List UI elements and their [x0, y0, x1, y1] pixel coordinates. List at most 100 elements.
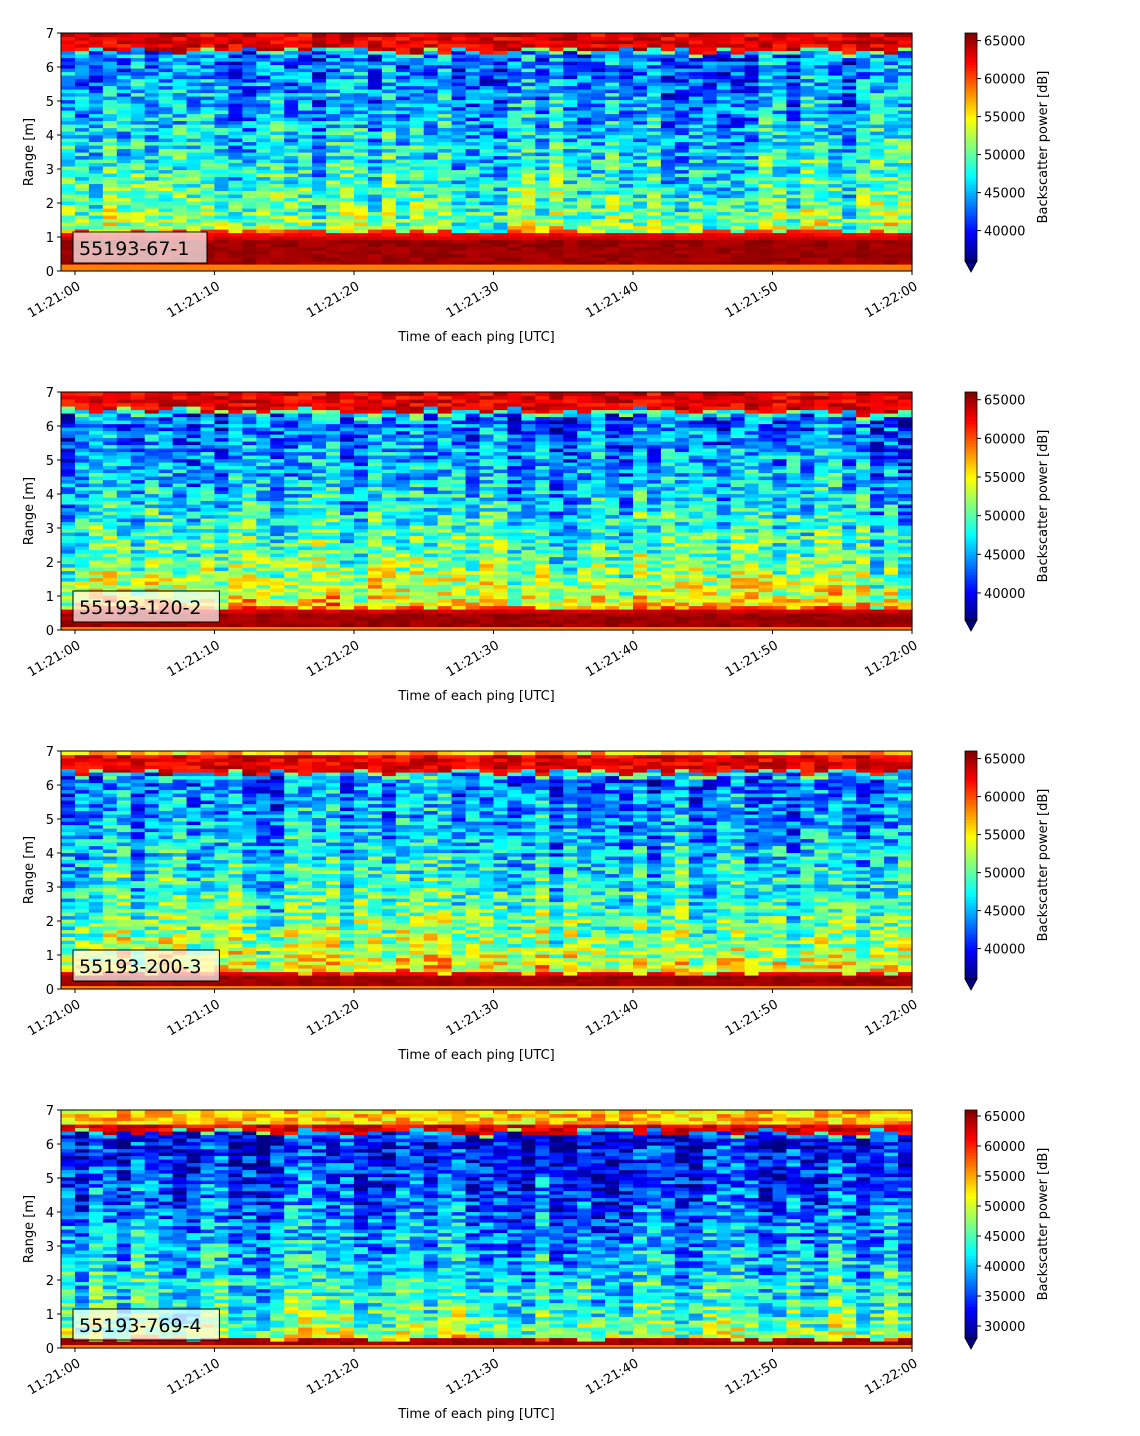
heatmap-cell [116, 476, 132, 481]
heatmap-cell [507, 183, 522, 188]
heatmap-cell [88, 553, 104, 558]
heatmap-cell [186, 92, 202, 97]
colorbar-segment [965, 144, 977, 148]
heatmap-cell [186, 427, 202, 432]
heatmap-cell [61, 497, 76, 502]
heatmap-cell [591, 127, 606, 132]
heatmap-cell [535, 57, 550, 62]
heatmap-cell [688, 75, 704, 80]
heatmap-cell [102, 567, 118, 572]
heatmap-cell [591, 166, 606, 171]
heatmap-cell [465, 159, 481, 164]
heatmap-cell [507, 194, 522, 199]
heatmap-cell [298, 120, 313, 125]
heatmap-cell [730, 75, 746, 80]
heatmap-cell [214, 183, 230, 188]
heatmap-cell [786, 138, 801, 143]
heatmap-cell [228, 187, 243, 192]
heatmap-cell [395, 215, 411, 220]
heatmap-cell [116, 131, 132, 136]
heatmap-cell [800, 250, 815, 255]
heatmap-cell [842, 47, 857, 52]
heatmap-cell [228, 267, 243, 272]
heatmap-cell [800, 124, 815, 129]
heatmap-cell [577, 99, 592, 104]
heatmap-cell [88, 521, 104, 526]
heatmap-cell [591, 138, 606, 143]
heatmap-cell [730, 110, 746, 115]
heatmap-cell [74, 225, 90, 230]
heatmap-cell [535, 36, 550, 41]
heatmap-cell [744, 89, 760, 94]
heatmap-cell [465, 99, 481, 104]
heatmap-cell [619, 47, 634, 52]
heatmap-cell [158, 451, 174, 456]
heatmap-cell [688, 106, 704, 111]
heatmap-cell [88, 131, 104, 136]
heatmap-cell [395, 89, 411, 94]
heatmap-cell [660, 82, 676, 87]
heatmap-cell [437, 61, 453, 66]
heatmap-cell [144, 521, 160, 526]
heatmap-cell [88, 549, 104, 554]
heatmap-cell [312, 127, 327, 132]
heatmap-cell [186, 197, 202, 202]
heatmap-cell [200, 166, 216, 171]
heatmap-cell [423, 257, 439, 262]
heatmap-cell [326, 113, 341, 118]
heatmap-cell [326, 110, 341, 115]
heatmap-cell [577, 169, 592, 174]
heatmap-cell [493, 257, 509, 262]
heatmap-cell [270, 89, 285, 94]
heatmap-cell [144, 455, 160, 460]
heatmap-cell [619, 232, 634, 237]
heatmap-cell [88, 511, 104, 516]
heatmap-cell [563, 33, 578, 38]
heatmap-cell [144, 581, 160, 586]
heatmap-cell [381, 229, 397, 234]
heatmap-cell [395, 50, 411, 55]
heatmap-cell [660, 47, 676, 52]
heatmap-cell [730, 124, 746, 129]
heatmap-cell [521, 134, 536, 139]
heatmap-cell [563, 229, 578, 234]
heatmap-cell [214, 180, 230, 185]
heatmap-cell [298, 124, 313, 129]
heatmap-cell [367, 173, 383, 178]
heatmap-cell [577, 33, 592, 38]
heatmap-cell [74, 218, 90, 223]
heatmap-cell [730, 50, 746, 55]
heatmap-cell [298, 152, 313, 157]
heatmap-cell [74, 584, 90, 589]
heatmap-cell [409, 201, 425, 206]
heatmap-cell [674, 260, 690, 265]
heatmap-cell [284, 131, 299, 136]
heatmap-cell [214, 176, 230, 181]
heatmap-cell [660, 36, 676, 41]
heatmap-cell [563, 166, 578, 171]
heatmap-cell [144, 225, 160, 230]
heatmap-cell [479, 110, 495, 115]
heatmap-cell [409, 78, 425, 83]
heatmap-cell [856, 110, 871, 115]
heatmap-cell [409, 124, 425, 129]
heatmap-cell [451, 225, 467, 230]
heatmap-cell [479, 260, 495, 265]
heatmap-cell [507, 131, 522, 136]
heatmap-cell [646, 47, 662, 52]
heatmap-cell [730, 194, 746, 199]
heatmap-cell [563, 96, 578, 101]
heatmap-cell [814, 159, 829, 164]
heatmap-cell [563, 169, 578, 174]
heatmap-cell [870, 187, 885, 192]
heatmap-cell [828, 148, 843, 153]
heatmap-cell [800, 71, 815, 76]
heatmap-cell [144, 567, 160, 572]
heatmap-cell [814, 197, 829, 202]
heatmap-cell [74, 68, 90, 73]
heatmap-cell [353, 162, 369, 167]
heatmap-cell [898, 47, 913, 52]
heatmap-cell [395, 208, 411, 213]
heatmap-cell [688, 141, 704, 146]
heatmap-cell [409, 33, 425, 38]
